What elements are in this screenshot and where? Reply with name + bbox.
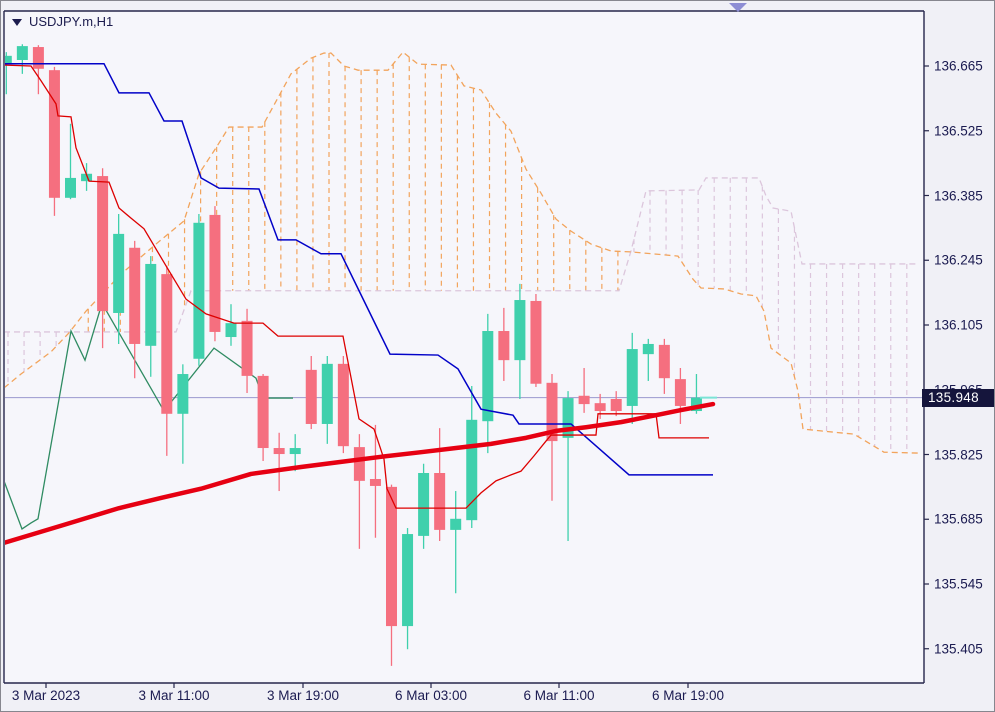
candle-body [530, 300, 542, 384]
candle-body [418, 473, 430, 536]
candle-body [289, 448, 301, 455]
price-axis-label: 135.405 [934, 641, 983, 657]
candle-body [514, 300, 526, 361]
candle-body [273, 448, 285, 455]
candle-body [129, 247, 141, 344]
candle-body [177, 374, 189, 414]
candle-body [145, 263, 157, 346]
candle-body [369, 479, 381, 486]
candle-body [97, 176, 109, 312]
candle-body [386, 486, 397, 627]
candle-body [225, 323, 237, 338]
candle-body [16, 46, 28, 60]
time-axis-label: 3 Mar 2023 [11, 688, 81, 703]
candle-body [48, 70, 60, 198]
candle-body [81, 173, 93, 182]
symbol-dropdown-icon [12, 18, 22, 26]
time-axis-label: 3 Mar 19:00 [266, 688, 340, 703]
candle-body [32, 47, 44, 69]
candle-body [353, 447, 365, 481]
price-axis-label: 135.545 [934, 576, 983, 592]
plot-background [4, 11, 924, 683]
candle-body [161, 274, 173, 414]
window-collapse-icon[interactable] [729, 3, 747, 12]
price-axis-label: 136.385 [934, 188, 983, 203]
candle-body [610, 399, 622, 412]
candle-body [209, 214, 221, 332]
candle-body [450, 518, 462, 530]
candle-body [193, 222, 205, 359]
candle-body [241, 320, 253, 376]
candle-body [674, 379, 686, 406]
candle-body [5, 55, 12, 64]
price-axis-label: 135.685 [934, 511, 983, 527]
time-axis-label: 6 Mar 19:00 [651, 688, 725, 703]
candle-body [113, 233, 125, 313]
price-axis-label: 136.525 [934, 123, 983, 139]
candle-body [626, 349, 638, 406]
ichimoku-senkou-span-b-line [5, 177, 919, 333]
candle-body [562, 398, 574, 438]
candle-body [305, 369, 317, 424]
ichimoku-tenkan-sen-line [5, 64, 709, 509]
ichimoku-senkou-span-a-line [5, 51, 920, 454]
candle-body [466, 419, 478, 521]
price-axis-label: 136.245 [934, 252, 983, 268]
zigzag-indicator-line [5, 301, 293, 530]
candle-body [642, 343, 654, 355]
symbol-label-text: USDJPY.m,H1 [29, 14, 114, 29]
candle-body [434, 473, 446, 530]
time-axis-label: 6 Mar 11:00 [523, 688, 595, 703]
price-axis-label: 135.825 [934, 447, 983, 462]
candle-body [402, 534, 414, 627]
ichimoku-kijun-sen-line [5, 62, 713, 476]
moving-average-line [5, 401, 716, 545]
plot-area[interactable] [1, 44, 924, 666]
price-axis-label: 136.665 [934, 58, 983, 74]
time-axis-label: 6 Mar 03:00 [394, 688, 468, 703]
candle-body [498, 331, 510, 361]
symbol-label[interactable]: USDJPY.m,H1 [12, 14, 113, 30]
candle-body [321, 363, 333, 424]
candle-body [546, 382, 558, 442]
candle-body [578, 395, 590, 405]
candle-body [257, 375, 269, 449]
candle-body [337, 363, 349, 447]
time-axis-label: 3 Mar 11:00 [138, 688, 210, 703]
current-price-badge: 135.948 [922, 389, 994, 407]
candle-body [65, 177, 76, 198]
candle-body [690, 397, 702, 412]
candle-body [658, 344, 670, 379]
candle-body [594, 403, 606, 412]
candle-body [482, 331, 494, 422]
price-axis-label: 136.105 [934, 317, 983, 333]
